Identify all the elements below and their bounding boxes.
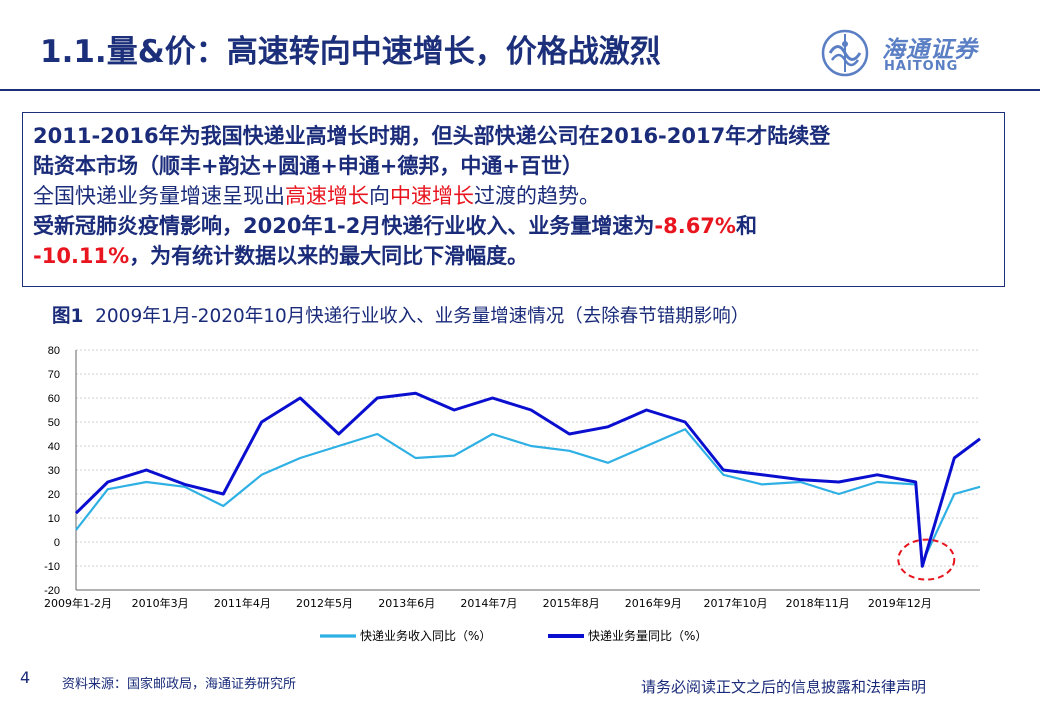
x-tick-label: 2014年7月 bbox=[460, 596, 517, 610]
x-tick-label: 2011年4月 bbox=[214, 596, 271, 610]
y-tick-label: 40 bbox=[48, 441, 60, 453]
y-tick-label: 80 bbox=[48, 345, 60, 357]
y-tick-label: 10 bbox=[48, 513, 60, 525]
summary-box: 2011-2016年为我国快递业高增长时期，但头部快递公司在2016-2017年… bbox=[22, 112, 1005, 287]
x-tick-label: 2012年5月 bbox=[296, 596, 353, 610]
header-divider bbox=[0, 89, 1040, 91]
summary-line-4: 受新冠肺炎疫情影响，2020年1-2月快递行业收入、业务量增速为-8.67%和 bbox=[33, 211, 994, 241]
y-tick-label: 30 bbox=[48, 465, 60, 477]
y-tick-label: 60 bbox=[48, 393, 60, 405]
logo-english-text: HAITONG bbox=[884, 59, 959, 74]
figure-title: 2009年1月-2020年10月快递行业收入、业务量增速情况（去除春节错期影响） bbox=[95, 306, 750, 327]
legend-label: 快递业务量同比（%） bbox=[588, 628, 707, 643]
logo-chinese-text: 海通证券 bbox=[882, 36, 978, 63]
summary-text: ，为有统计数据以来的最大同比下滑幅度。 bbox=[129, 244, 529, 268]
series-line-revenue bbox=[75, 428, 981, 564]
x-tick-label: 2009年1-2月 bbox=[44, 596, 112, 610]
summary-text: 受新冠肺炎疫情影响，2020年1-2月快递行业收入、业务量增速为 bbox=[33, 214, 655, 238]
summary-text: 全国快递业务量增速呈现出 bbox=[33, 184, 285, 208]
summary-line-3: 全国快递业务量增速呈现出高速增长向中速增长过渡的趋势。 bbox=[33, 181, 994, 211]
highlight-high-growth: 高速增长 bbox=[285, 184, 369, 208]
summary-line-2: 陆资本市场（顺丰+韵达+圆通+申通+德邦，中通+百世） bbox=[33, 154, 583, 178]
y-tick-label: 50 bbox=[48, 417, 60, 429]
summary-text: 过渡的趋势。 bbox=[474, 184, 600, 208]
y-tick-label: -20 bbox=[44, 585, 60, 597]
summary-line-1: 2011-2016年为我国快递业高增长时期，但头部快递公司在2016-2017年… bbox=[33, 124, 831, 148]
x-tick-label: 2017年10月 bbox=[703, 596, 767, 610]
highlight-volume-drop: -10.11% bbox=[33, 244, 130, 268]
x-tick-label: 2010年3月 bbox=[132, 596, 189, 610]
highlight-revenue-drop: -8.67% bbox=[654, 214, 736, 238]
source-note: 资料来源：国家邮政局，海通证券研究所 bbox=[62, 677, 297, 692]
highlight-mid-growth: 中速增长 bbox=[390, 184, 474, 208]
legend-label: 快递业务收入同比（%） bbox=[360, 628, 491, 643]
y-tick-label: -10 bbox=[44, 561, 60, 573]
y-tick-label: 70 bbox=[48, 369, 60, 381]
haitong-emblem-icon bbox=[821, 29, 869, 77]
page-number: 4 bbox=[20, 668, 31, 687]
dip-highlight-circle bbox=[897, 538, 956, 581]
summary-text: 向 bbox=[369, 184, 390, 208]
figure-caption: 图1 2009年1月-2020年10月快递行业收入、业务量增速情况（去除春节错期… bbox=[52, 302, 749, 328]
haitong-logo: 海通证券 HAITONG bbox=[818, 28, 988, 78]
summary-text: 和 bbox=[735, 214, 757, 238]
summary-line-5: -10.11%，为有统计数据以来的最大同比下滑幅度。 bbox=[33, 241, 994, 271]
y-tick-label: 0 bbox=[54, 537, 60, 549]
x-tick-label: 2016年9月 bbox=[625, 596, 682, 610]
x-tick-label: 2013年6月 bbox=[378, 596, 435, 610]
disclaimer: 请务必阅读正文之后的信息披露和法律声明 bbox=[641, 678, 927, 696]
page-title: 1.1.量&价：高速转向中速增长，价格战激烈 bbox=[40, 34, 661, 70]
figure-number: 图1 bbox=[52, 306, 84, 327]
x-tick-label: 2018年11月 bbox=[786, 596, 850, 610]
x-tick-label: 2019年12月 bbox=[868, 596, 932, 610]
y-tick-label: 20 bbox=[48, 489, 60, 501]
x-tick-label: 2015年8月 bbox=[543, 596, 600, 610]
series-line-volume bbox=[74, 391, 981, 568]
